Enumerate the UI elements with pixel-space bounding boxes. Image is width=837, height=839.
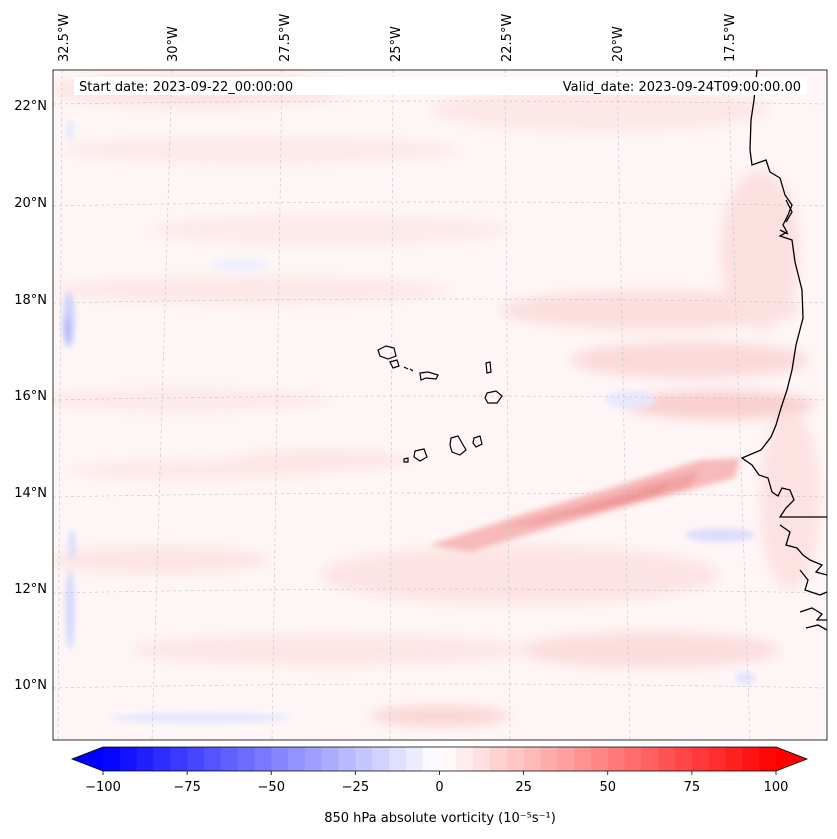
colorbar-tick-label: 25 <box>515 780 532 795</box>
lat-label-20n: 20°N <box>14 196 47 211</box>
valid-date-annotation: Valid_date: 2023-09-24T09:00:00.00 <box>302 77 807 95</box>
colorbar-tick-label: −75 <box>173 780 200 795</box>
colorbar-cell <box>473 747 491 771</box>
colorbar-ticks: −100 −75 −50 −25 0 25 50 75 100 <box>85 771 788 795</box>
colorbar-cell <box>658 747 676 771</box>
colorbar-cell <box>523 747 541 771</box>
colorbar-cell <box>557 747 575 771</box>
colorbar-cell <box>203 747 222 771</box>
vorticity-field <box>53 72 820 726</box>
lon-label-32-5w: 32.5°W <box>57 14 72 62</box>
lat-label-22n: 22°N <box>14 99 47 114</box>
colorbar-cell <box>641 747 659 771</box>
lat-label-10n: 10°N <box>14 678 47 693</box>
colorbar-cell <box>439 747 457 771</box>
colorbar-cell <box>422 747 440 771</box>
cape-verde-islands <box>377 345 503 463</box>
colorbar-tick-label: −100 <box>85 780 121 795</box>
colorbar-cell <box>220 747 239 771</box>
lon-label-25w: 25°W <box>389 26 404 62</box>
colorbar-cell <box>506 747 525 771</box>
colorbar-cell <box>742 747 760 771</box>
start-date-box <box>74 77 314 95</box>
colorbar-cell <box>590 747 609 771</box>
colorbar-cell <box>237 747 255 771</box>
start-date-annotation: Start date: 2023-09-22_00:00:00 <box>74 77 314 95</box>
colorbar-cell <box>254 747 272 771</box>
colorbar-tick-label: −50 <box>258 780 285 795</box>
start-date-text: Start date: 2023-09-22_00:00:00 <box>79 80 293 95</box>
colorbar-cell <box>153 747 171 771</box>
colorbar-cell <box>321 747 340 771</box>
colorbar-cell <box>187 747 205 771</box>
colorbar-extend-high <box>776 747 807 771</box>
colorbar-cell <box>103 747 121 771</box>
colorbar-cells <box>103 747 777 771</box>
colorbar-tick-label: 100 <box>764 780 789 795</box>
valid-date-text: Valid_date: 2023-09-24T09:00:00.00 <box>563 80 801 95</box>
valid-date-box <box>302 77 807 95</box>
colorbar-tick-label: −25 <box>342 780 369 795</box>
colorbar-cell <box>574 747 592 771</box>
colorbar-cell <box>338 747 356 771</box>
colorbar-tick-label: 50 <box>599 780 616 795</box>
colorbar-label: 850 hPa absolute vorticity (10⁻⁵s⁻¹) <box>324 811 556 826</box>
lon-label-20w: 20°W <box>611 26 626 62</box>
map-panel: Start date: 2023-09-22_00:00:00 Valid_da… <box>52 69 828 741</box>
colorbar: −100 −75 −50 −25 0 25 50 75 100 850 hPa absolute… <box>70 746 809 826</box>
coastlines <box>740 70 827 631</box>
colorbar-cell <box>304 747 323 771</box>
graticule <box>53 70 827 740</box>
colorbar-cell <box>607 747 626 771</box>
colorbar-cell <box>355 747 373 771</box>
colorbar-extend-low <box>72 747 103 771</box>
africa-coastline <box>740 70 827 518</box>
colorbar-cell <box>136 747 154 771</box>
lat-label-16n: 16°N <box>14 389 47 404</box>
colorbar-tick-label: 75 <box>684 780 701 795</box>
colorbar-cell <box>691 747 710 771</box>
colorbar-cell <box>725 747 743 771</box>
colorbar-cell <box>540 747 558 771</box>
colorbar-cell <box>405 747 424 771</box>
colorbar-cell <box>708 747 727 771</box>
colorbar-cell <box>759 747 777 771</box>
colorbar-cell <box>675 747 693 771</box>
latitude-labels: 22°N 20°N 18°N 16°N 14°N 12°N 10°N <box>14 99 47 693</box>
lon-label-22-5w: 22.5°W <box>500 14 515 62</box>
lon-label-27-5w: 27.5°W <box>278 14 293 62</box>
lon-label-30w: 30°W <box>166 26 181 62</box>
map-frame <box>52 69 828 741</box>
colorbar-cell <box>119 747 138 771</box>
lon-label-17-5w: 17.5°W <box>723 14 738 62</box>
colorbar-tick-label: 0 <box>435 780 443 795</box>
colorbar-cell <box>271 747 289 771</box>
colorbar-cell <box>288 747 306 771</box>
colorbar-cell <box>456 747 474 771</box>
colorbar-cell <box>389 747 407 771</box>
lat-label-18n: 18°N <box>14 293 47 308</box>
lat-label-12n: 12°N <box>14 582 47 597</box>
colorbar-cell <box>624 747 642 771</box>
colorbar-cell <box>170 747 188 771</box>
lat-label-14n: 14°N <box>14 486 47 501</box>
longitude-labels: 32.5°W 30°W 27.5°W 25°W 22.5°W 20°W 17.5… <box>57 14 738 62</box>
colorbar-cell <box>489 747 508 771</box>
colorbar-cell <box>372 747 390 771</box>
